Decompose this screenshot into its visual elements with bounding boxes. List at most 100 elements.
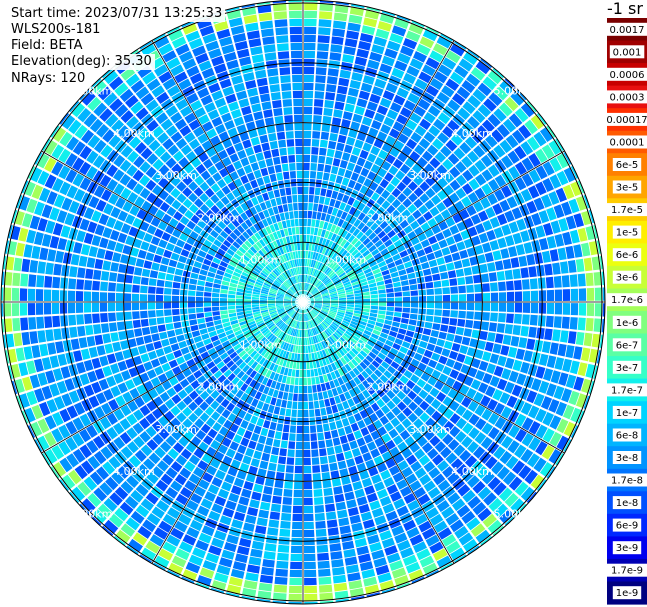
ray-gate: [339, 435, 348, 444]
ray-gate: [132, 284, 140, 293]
ray-gate: [273, 347, 280, 355]
ray-gate: [273, 487, 283, 496]
ray-gate: [351, 347, 359, 355]
ray-gate: [230, 319, 239, 325]
ray-gate: [191, 330, 201, 338]
ray-gate: [18, 195, 30, 211]
ray-gate: [245, 286, 253, 291]
ray-gate: [270, 260, 277, 268]
ray-gate: [425, 175, 436, 187]
ray-gate: [353, 430, 363, 440]
ray-gate: [487, 70, 503, 85]
ray-gate: [262, 36, 275, 45]
ray-gate: [299, 313, 302, 321]
ray-gate: [313, 269, 318, 277]
ray-gate: [282, 99, 292, 107]
ray-gate: [374, 515, 387, 526]
ray-gate: [376, 488, 389, 499]
ray-gate: [22, 376, 33, 391]
ray-gate: [356, 462, 367, 473]
ray-gate: [241, 326, 250, 333]
ray-gate: [402, 407, 413, 417]
ray-gate: [284, 115, 293, 123]
ray-gate: [159, 264, 168, 273]
ray-gate: [346, 30, 360, 40]
ray-gate: [389, 330, 398, 338]
ray-gate: [203, 302, 212, 307]
ray-gate: [477, 82, 492, 97]
ray-gate: [256, 598, 271, 604]
ray-gate: [133, 156, 145, 168]
ray-gate: [518, 465, 532, 480]
azimuth-line: [151, 40, 304, 303]
ray-gate: [356, 364, 364, 373]
ray-gate: [411, 163, 423, 174]
ray-gate: [136, 229, 146, 240]
ray-gate: [332, 321, 340, 328]
ray-gate: [217, 248, 226, 256]
ray-gate: [474, 302, 483, 311]
ray-gate: [235, 302, 244, 306]
colorbar-label: 1.7e-5: [611, 205, 643, 216]
ray-gate: [207, 484, 220, 495]
colorbar-label-bg: [606, 473, 647, 487]
ray-gate: [520, 448, 534, 463]
ray-gate: [413, 352, 423, 362]
ray-gate: [155, 247, 165, 256]
ray-gate: [437, 132, 449, 144]
ray-gate: [115, 395, 126, 407]
ray-gate: [458, 58, 474, 72]
ray-gate: [356, 496, 368, 506]
ray-gate: [37, 435, 50, 451]
ray-gate: [207, 271, 216, 278]
ray-gate: [96, 248, 106, 259]
ray-gate: [109, 272, 118, 282]
ray-gate: [245, 80, 257, 90]
ray-gate: [447, 492, 461, 505]
ray-gate: [91, 302, 100, 313]
ray-gate: [291, 409, 297, 417]
ray-gate: [132, 355, 143, 366]
ray-gate: [238, 246, 247, 254]
ray-gate: [319, 592, 334, 601]
ray-gate: [210, 400, 220, 410]
ray-gate: [267, 388, 275, 397]
azimuth-line: [302, 301, 455, 564]
ray-gate: [83, 476, 98, 491]
ray-gate: [263, 282, 271, 288]
ray-gate: [363, 268, 372, 275]
ray-gate: [329, 462, 338, 471]
ray-gate: [223, 174, 233, 185]
ray-gate: [349, 440, 358, 450]
ray-gate: [386, 484, 399, 495]
ray-gate: [151, 126, 164, 138]
ray-gate: [396, 412, 407, 423]
ray-gate: [408, 319, 417, 326]
ray-gate: [300, 282, 302, 291]
ray-gate: [179, 125, 192, 137]
ray-gate: [284, 384, 290, 392]
ray-gate: [306, 329, 309, 337]
ray-gate: [269, 242, 276, 250]
ray-gate: [269, 140, 278, 150]
ray-gate: [92, 313, 100, 324]
ray-gate: [461, 196, 472, 208]
ray-gate: [253, 286, 262, 291]
colorbar-label-bg: [603, 112, 647, 126]
ray-gate: [395, 423, 406, 434]
ray-gate: [311, 310, 318, 316]
ray-gate: [268, 519, 280, 528]
ray-gate: [387, 262, 396, 269]
ray-gate: [86, 336, 96, 347]
ray-gate: [469, 338, 479, 348]
ray-gate: [245, 228, 254, 237]
ray-gate: [304, 26, 317, 35]
ray-gate: [370, 302, 379, 306]
ray-gate: [95, 199, 107, 212]
ray-gate: [274, 115, 284, 125]
ray-gate: [488, 92, 503, 107]
ray-gate: [325, 257, 331, 265]
ray-gate: [76, 314, 85, 325]
ray-gate: [283, 281, 290, 288]
ray-gate: [238, 261, 246, 268]
